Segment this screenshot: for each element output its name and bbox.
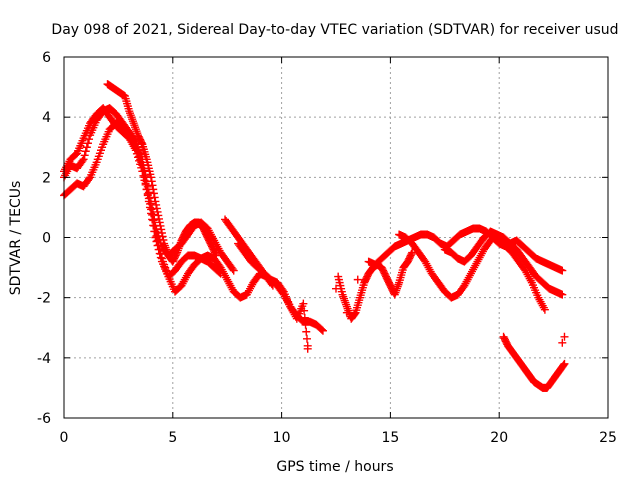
data-point [559, 360, 568, 369]
data-point [301, 320, 310, 329]
data-point [79, 155, 88, 164]
data-point [85, 135, 94, 144]
x-tick-label: 10 [273, 430, 291, 446]
y-tick-label: 0 [42, 231, 51, 247]
data-point [155, 218, 164, 227]
data-point [150, 193, 159, 202]
data-point [148, 181, 157, 190]
data-point [157, 225, 166, 234]
data-point [143, 182, 152, 191]
x-tick-label: 25 [599, 430, 617, 446]
data-point [560, 332, 569, 341]
data-point [211, 250, 220, 259]
data-point [158, 232, 167, 241]
data-point [317, 325, 326, 334]
chart-title: Day 098 of 2021, Sidereal Day-to-day VTE… [51, 22, 618, 38]
series-arc-7 [334, 248, 417, 323]
ticks-layer: 0 5 10 15 20 25 -6 -4 -2 0 2 4 6 [37, 50, 617, 446]
y-tick-label: 4 [42, 110, 51, 126]
data-point [155, 214, 164, 223]
data-point [137, 138, 146, 147]
data-point [141, 171, 150, 180]
data-point [299, 299, 308, 308]
y-tick-label: -6 [37, 411, 51, 427]
data-point [172, 250, 181, 259]
data-point [147, 173, 156, 182]
y-tick-label: -2 [37, 291, 51, 307]
data-point [300, 313, 309, 322]
data-point [212, 251, 221, 260]
data-point [144, 188, 153, 197]
data-point [149, 185, 158, 194]
data-point [78, 156, 87, 165]
data-point [152, 204, 161, 213]
series-arc-6 [234, 239, 312, 350]
data-point [228, 265, 237, 274]
series-arc-4 [103, 80, 221, 266]
data-point [407, 250, 416, 259]
data-point [83, 139, 92, 148]
data-point [140, 166, 149, 175]
data-point [85, 174, 94, 183]
data-point [303, 344, 312, 353]
data-point [560, 359, 569, 368]
data-point [156, 221, 165, 230]
data-point [151, 197, 160, 206]
x-tick-label: 20 [490, 430, 508, 446]
series-arc-10 [440, 227, 567, 275]
data-point [302, 334, 311, 343]
x-tick-label: 5 [168, 430, 177, 446]
data-point [154, 211, 163, 220]
x-axis-label: GPS time / hours [276, 459, 393, 475]
data-point [147, 199, 156, 208]
y-tick-label: -4 [37, 351, 51, 367]
x-tick-label: 15 [381, 430, 399, 446]
data-point [147, 177, 156, 186]
data-point [157, 228, 166, 237]
series-arc-11 [499, 332, 569, 392]
data-point [350, 309, 359, 318]
data-point [155, 249, 164, 258]
y-axis-label: SDTVAR / TECUs [8, 181, 24, 296]
y-tick-label: 6 [42, 50, 51, 66]
data-point [353, 275, 362, 284]
data-point [558, 290, 567, 299]
data-point [149, 210, 158, 219]
x-tick-label: 0 [60, 430, 69, 446]
data-point [153, 207, 162, 216]
data-point [150, 215, 159, 224]
data-point [229, 266, 238, 275]
data-point [558, 266, 567, 275]
data-point [540, 305, 549, 314]
series-isolated [303, 275, 569, 353]
data-point [332, 284, 340, 293]
y-tick-label: 2 [42, 170, 51, 186]
data-point [318, 326, 327, 335]
data-point [558, 338, 567, 347]
data-point [152, 200, 161, 209]
data-point [342, 308, 351, 317]
data-point [149, 189, 158, 198]
points-layer [60, 80, 569, 392]
data-point [159, 236, 168, 245]
data-point [300, 306, 309, 315]
data-point [82, 143, 91, 152]
data-point [302, 327, 311, 336]
data-point [156, 253, 165, 262]
data-point [81, 147, 90, 156]
data-point [80, 151, 89, 160]
